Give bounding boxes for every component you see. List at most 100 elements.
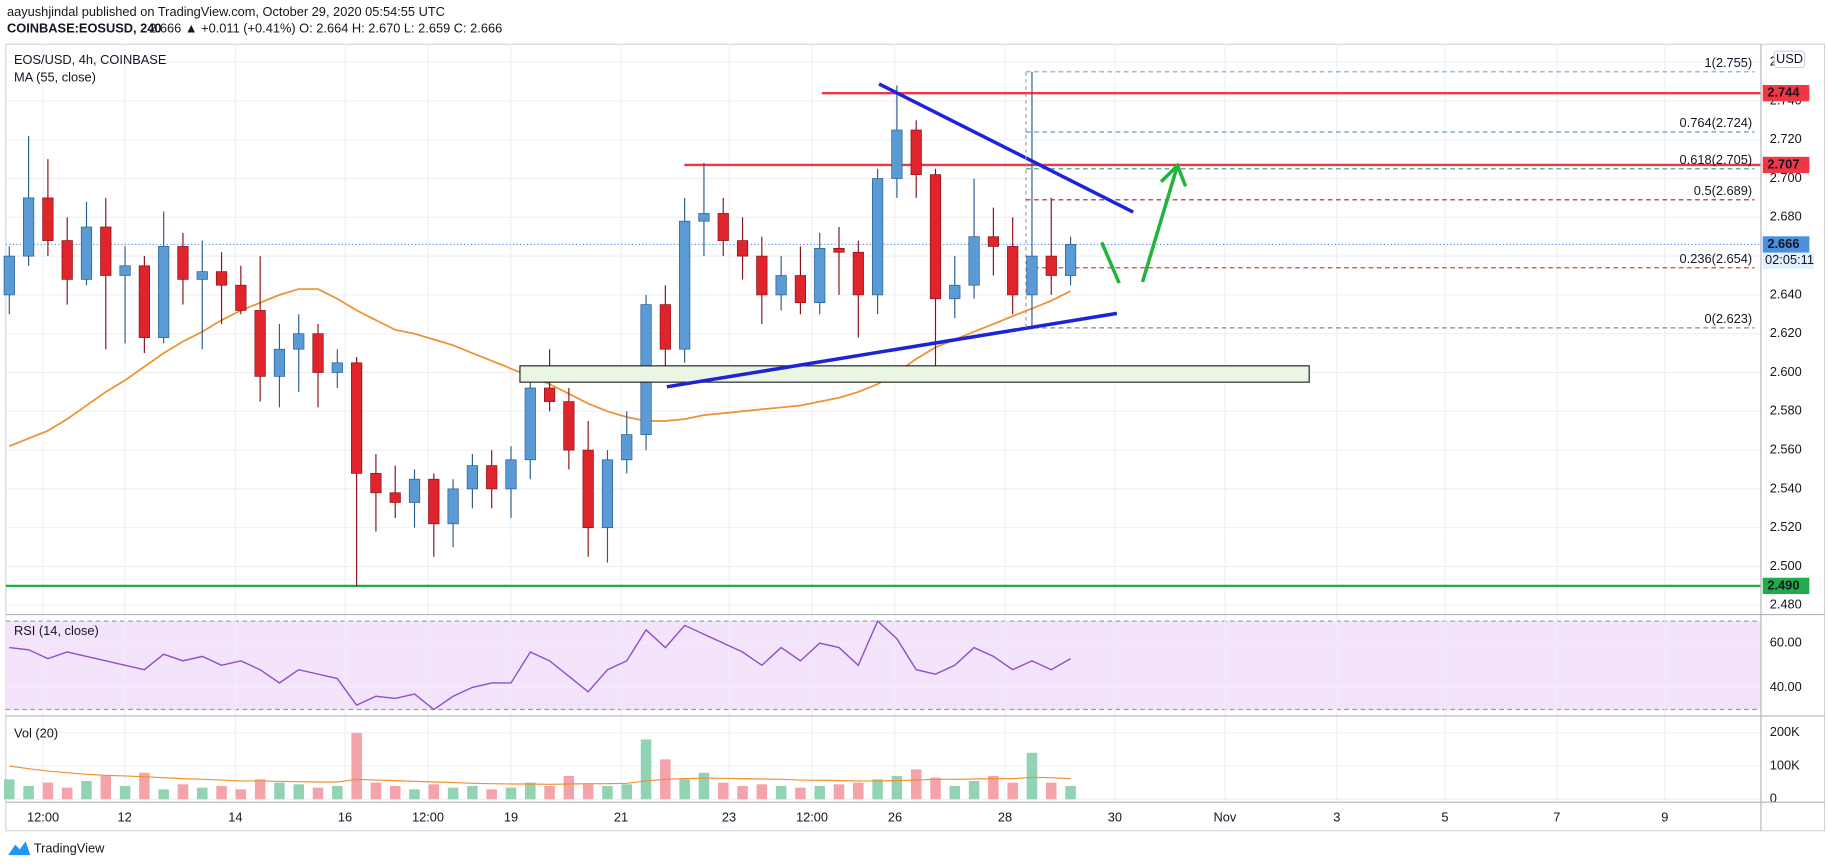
candle-body [582,449,594,529]
candle-body [42,197,54,241]
candle-body [119,265,131,276]
x-tick-label: 12:00 [796,809,828,824]
volume-bar [795,787,806,800]
arrow-up [1140,164,1180,283]
volume-bar [409,789,420,800]
volume-bar [872,779,883,800]
volume-bar [1026,752,1038,800]
volume-bar [853,782,864,800]
candle-body [698,213,710,222]
candle-body [466,465,478,490]
candle-body [987,236,999,247]
candle-body [543,387,556,402]
trendline-down [878,82,1134,214]
fib-label: 0.618(2.705) [1680,152,1753,167]
volume-bar [81,780,92,800]
candle-body [505,459,517,490]
volume-bar [370,782,382,800]
volume-bar [447,787,459,800]
candle-body [1045,255,1057,276]
candle-body [814,247,826,304]
volume-bar [621,784,633,800]
candle-body [621,434,633,461]
volume-bar [216,785,227,800]
candle-body [717,213,729,241]
volume-bar [1065,785,1076,800]
y-tick-label: 2.680 [1770,209,1802,224]
last-price-tag-bg [1762,236,1810,253]
candle-body [929,174,942,300]
volume-bar [949,785,961,800]
level-tag: 2.744 [1767,85,1800,100]
volume-bar [389,785,401,800]
x-tick-label: 3 [1333,809,1340,824]
x-tick-label: 12:00 [27,809,59,824]
volume-bar [254,779,266,800]
candle-body [100,226,112,276]
volume-bar [42,782,54,800]
volume-bar [968,780,980,800]
legend-volume: Vol (20) [14,725,58,740]
x-tick-label: 12 [118,809,132,824]
volume-bar [988,776,999,800]
volume-bar [486,789,497,800]
volume-bar [351,732,362,800]
candle-body [23,197,35,257]
level-tag-bg [1762,156,1810,174]
y-tick-label: 2.480 [1770,597,1802,612]
legend-ma: MA (55, close) [14,69,96,84]
volume-bar [582,784,594,800]
volume-bar [158,789,169,800]
volume-bar [177,784,189,800]
x-tick-label: 26 [888,809,902,824]
candle-body [370,473,382,494]
volume-bar [274,782,285,800]
legend-rsi: RSI (14, close) [14,623,99,638]
fib-label: 0.236(2.654) [1680,251,1753,266]
volume-bar [505,787,517,800]
volume-bar [544,785,555,800]
volume-bar [525,782,536,800]
volume-bar [640,739,652,800]
candle-body [1064,244,1077,276]
quote: 2.666 ▲ +0.011 (+0.41%) O: 2.664 H: 2.67… [149,21,502,36]
candle-body [775,275,787,296]
volume-bar [4,779,15,800]
volume-bar [235,789,247,800]
volume-bar [698,772,710,800]
candle-body [872,178,884,296]
byline: aayushjindal published on TradingView.co… [7,4,445,19]
candle-body [389,492,401,503]
rsi-tick-label: 60.00 [1770,635,1802,650]
y-tick-label: 2.700 [1770,170,1802,185]
volume-bar [197,787,208,800]
x-tick-label: 5 [1441,809,1448,824]
candle-body [158,246,170,338]
volume-bar [833,784,845,800]
volume-bar [119,785,131,800]
volume-bar [1046,782,1057,800]
volume-bar [930,777,941,800]
y-tick-label: 2.540 [1770,480,1802,495]
volume-bar [467,785,478,800]
candle-body [1026,255,1038,296]
candle-body [949,284,961,300]
volume-bar [679,779,690,800]
candle-body [196,271,208,280]
candle-body [794,275,807,304]
currency-box[interactable] [1773,50,1806,69]
volume-bar [23,785,34,800]
x-tick-label: 30 [1108,809,1122,824]
volume-bar [756,784,768,800]
x-tick-label: 7 [1553,809,1560,824]
candle-body [254,310,266,377]
candle-body [968,236,980,286]
fib-label: 0.764(2.724) [1680,115,1753,130]
volume-bar [293,784,304,800]
candle-body [447,488,459,525]
candle-body [910,129,922,175]
candle-body [659,304,671,350]
x-tick-label: 21 [614,809,628,824]
